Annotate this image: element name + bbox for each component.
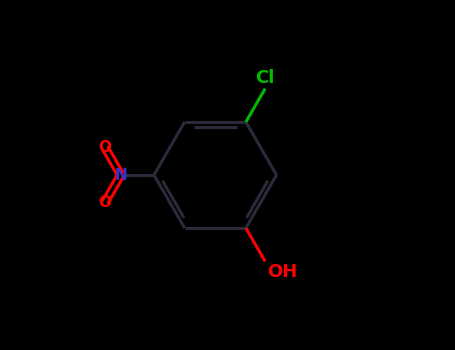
Text: O: O [98,195,111,210]
Text: OH: OH [267,263,297,281]
Text: Cl: Cl [255,69,275,87]
Text: O: O [98,140,111,155]
Text: N: N [114,168,127,182]
